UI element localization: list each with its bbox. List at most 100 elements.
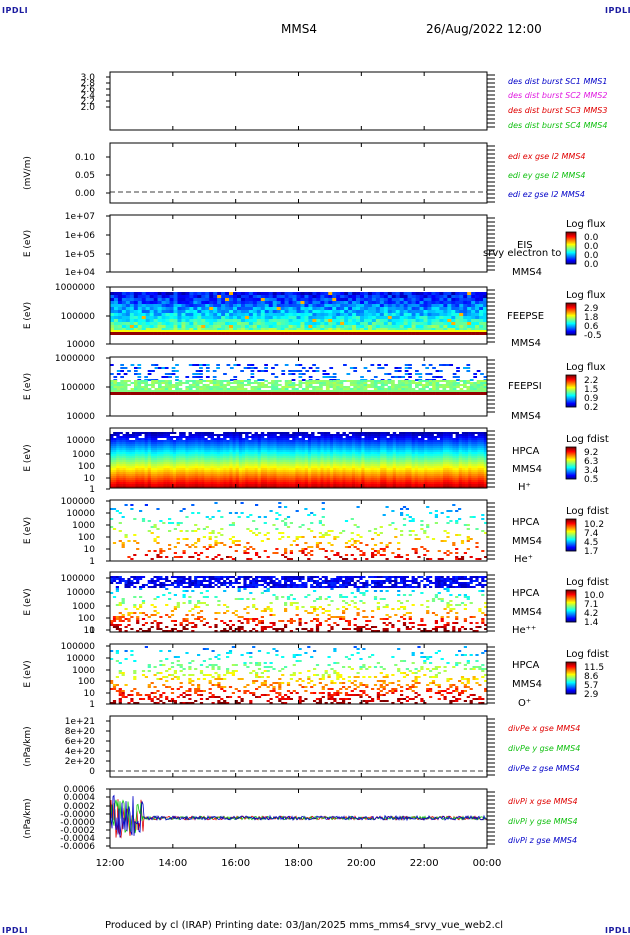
heatmap-cell: [308, 482, 311, 484]
heatmap-cell: [473, 386, 477, 388]
heatmap-cell: [173, 298, 177, 301]
heatmap-cell: [278, 392, 282, 395]
heatmap-cell: [241, 332, 245, 335]
heatmap-cell: [195, 472, 198, 474]
heatmap-cell: [473, 392, 477, 395]
heatmap-cell: [342, 456, 345, 458]
heatmap-cell: [145, 440, 148, 442]
heatmap-cell: [336, 330, 340, 332]
heatmap-cell: [460, 384, 464, 386]
heatmap-cell: [302, 442, 305, 444]
heatmap-cell: [141, 388, 145, 390]
heatmap-cell: [374, 466, 377, 468]
heatmap-cell: [471, 304, 475, 307]
heatmap-cell: [479, 292, 483, 295]
heatmap-cell: [361, 448, 364, 450]
heatmap-cell: [257, 319, 261, 322]
heatmap-cell: [390, 440, 393, 442]
heatmap-cell: [135, 442, 138, 444]
heatmap-cell: [113, 456, 116, 458]
heatmap-cell: [245, 325, 249, 328]
heatmap-cell: [255, 432, 258, 434]
heatmap-cell: [213, 390, 217, 392]
heatmap-cell: [181, 325, 185, 328]
heatmap-cell: [463, 316, 467, 319]
heatmap-cell: [193, 322, 197, 325]
heatmap-cell: [352, 456, 355, 458]
heatmap-cell: [197, 332, 201, 335]
heatmap-cell: [267, 456, 270, 458]
heatmap-cell: [273, 450, 276, 452]
heatmap-cell: [264, 440, 267, 442]
heatmap-cell: [239, 474, 242, 476]
heatmap-cell: [304, 319, 308, 322]
heatmap-cell: [328, 307, 332, 310]
heatmap-cell: [336, 382, 340, 384]
heatmap-cell: [163, 434, 166, 436]
heatmap-cell: [439, 301, 443, 304]
heatmap-cell: [120, 370, 124, 372]
heatmap-cell: [436, 380, 440, 382]
heatmap-cell: [154, 466, 157, 468]
heatmap-cell: [269, 332, 273, 335]
y-axis-label: (nPa/km): [23, 726, 33, 766]
heatmap-cell: [320, 474, 323, 476]
heatmap-cell: [217, 468, 220, 470]
heatmap-cell: [221, 316, 225, 319]
heatmap-cell: [192, 386, 196, 388]
heatmap-cell: [383, 482, 386, 484]
heatmap-cell: [324, 458, 327, 460]
heatmap-cell: [358, 478, 361, 480]
heatmap-cell: [377, 466, 380, 468]
heatmap-cell: [209, 307, 213, 310]
heatmap-cell: [132, 466, 135, 468]
heatmap-cell: [340, 382, 344, 384]
heatmap-cell: [204, 474, 207, 476]
heatmap-cell: [304, 295, 308, 298]
heatmap-cell: [216, 382, 220, 384]
heatmap-cell: [201, 444, 204, 446]
heatmap-cell: [251, 460, 254, 462]
heatmap-cell: [295, 384, 299, 386]
heatmap-cell: [197, 310, 201, 313]
heatmap-cell: [247, 384, 251, 386]
heatmap-cell: [167, 444, 170, 446]
heatmap-cell: [386, 480, 389, 482]
y-axis-label: E (eV): [23, 230, 33, 257]
heatmap-cell: [408, 330, 412, 332]
heatmap-cell: [158, 310, 162, 313]
heatmap-cell: [305, 474, 308, 476]
heatmap-cell: [173, 295, 177, 298]
heatmap-cell: [179, 384, 183, 386]
heatmap-cell: [201, 307, 205, 310]
heatmap-cell: [223, 432, 226, 434]
heatmap-cell: [226, 450, 229, 452]
heatmap-cell: [201, 446, 204, 448]
heatmap-cell: [129, 458, 132, 460]
heatmap-cell: [173, 319, 177, 322]
heatmap-cell: [364, 472, 367, 474]
heatmap-cell: [316, 316, 320, 319]
heatmap-cell: [120, 384, 124, 386]
heatmap-cell: [281, 307, 285, 310]
heatmap-cell: [302, 373, 306, 375]
heatmap-cell: [344, 307, 348, 310]
heatmap-cell: [333, 446, 336, 448]
heatmap-cell: [131, 392, 135, 395]
heatmap-cell: [145, 452, 148, 454]
heatmap-cell: [330, 440, 333, 442]
heatmap-cell: [360, 307, 364, 310]
heatmap-cell: [424, 322, 428, 325]
heatmap-cell: [201, 325, 205, 328]
heatmap-cell: [261, 370, 265, 372]
heatmap-cell: [148, 474, 151, 476]
heatmap-cell: [286, 456, 289, 458]
heatmap-cell: [144, 386, 148, 388]
heatmap-cell: [415, 390, 419, 392]
heatmap-cell: [324, 292, 328, 295]
heatmap-cell: [431, 316, 435, 319]
heatmap-cell: [361, 432, 364, 434]
y-axis-label: (nPa/km): [23, 798, 33, 838]
heatmap-cell: [220, 462, 223, 464]
heatmap-cell: [135, 432, 138, 434]
